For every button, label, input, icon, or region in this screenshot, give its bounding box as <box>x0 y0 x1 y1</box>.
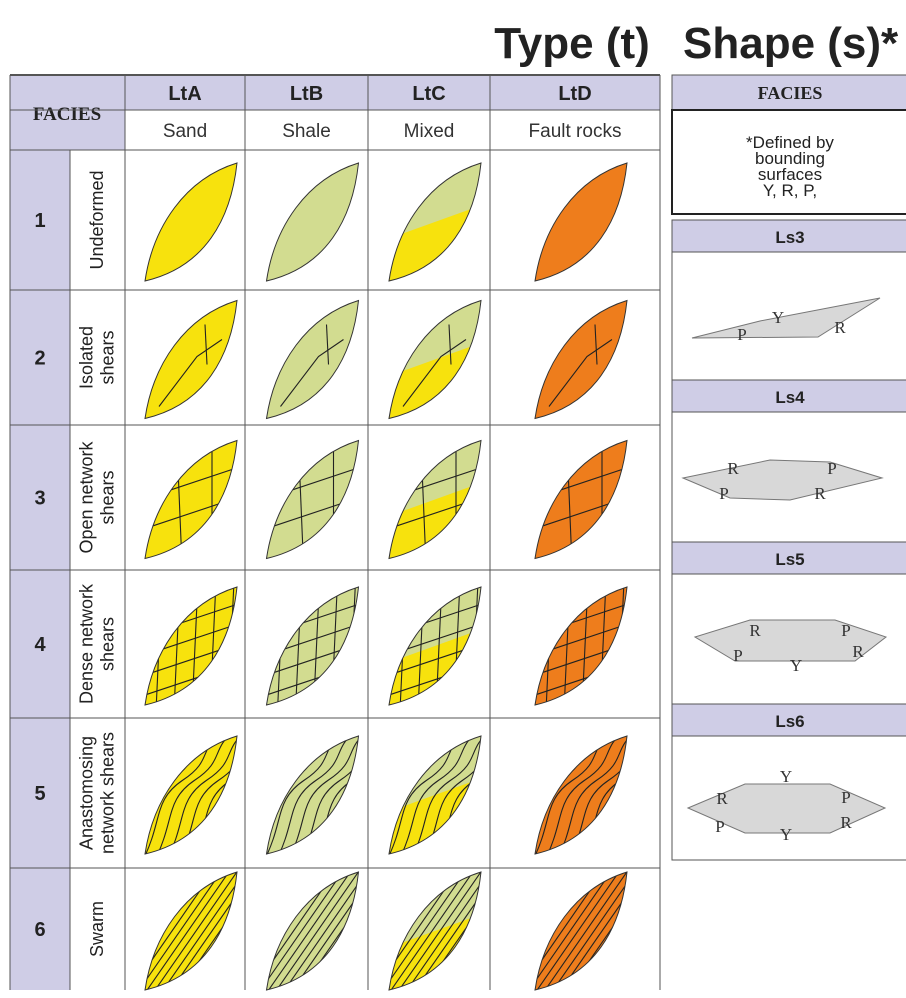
shape-code: Ls4 <box>775 388 805 407</box>
column-lithology: Mixed <box>404 121 455 142</box>
surface-label: Y <box>790 656 802 675</box>
surface-label: P <box>733 646 742 665</box>
facies-leaf <box>127 435 247 565</box>
surface-label: P <box>737 325 746 344</box>
column-code: LtB <box>290 83 323 105</box>
row-number: 2 <box>34 348 45 370</box>
shape-code: Ls6 <box>775 712 804 731</box>
column-lithology: Sand <box>163 121 207 142</box>
shape-title: Shape (s)* <box>683 19 899 68</box>
surface-label: R <box>814 484 826 503</box>
row-label: Anastomosing <box>77 736 97 850</box>
shape-code: Ls5 <box>775 550 804 569</box>
surface-label: P <box>841 788 850 807</box>
leaf-fill <box>535 163 627 281</box>
surface-label: R <box>727 459 739 478</box>
facies-leaf <box>517 435 637 565</box>
facies-leaf <box>267 301 359 419</box>
facies-leaf <box>107 730 295 860</box>
facies-leaf <box>535 163 627 281</box>
column-lithology: Shale <box>282 121 331 142</box>
surface-label: P <box>719 484 728 503</box>
row-number: 4 <box>34 634 46 656</box>
row-label: shears <box>98 470 118 524</box>
facies-leaf <box>145 301 237 419</box>
column-code: LtA <box>168 83 201 105</box>
facies-leaf <box>517 581 637 721</box>
facies-leaf <box>229 730 417 860</box>
column-code: LtC <box>412 83 445 105</box>
row-label: Dense network <box>77 583 97 704</box>
surface-label: R <box>834 318 846 337</box>
facies-leaf <box>267 163 359 281</box>
row-label: shears <box>98 617 118 671</box>
facies-leaf <box>249 581 369 721</box>
surface-label: P <box>827 459 836 478</box>
row-label: network shears <box>98 732 118 854</box>
shear-line <box>541 866 631 996</box>
row-label: Swarm <box>87 901 107 957</box>
facies-leaf <box>127 581 247 721</box>
facies-leaf <box>497 730 685 860</box>
shear-line <box>249 681 369 721</box>
row-label: shears <box>98 330 118 384</box>
surface-label: Y <box>772 308 784 327</box>
facies-leaf <box>535 301 627 419</box>
row-label: Isolated <box>77 326 97 389</box>
row-number: 1 <box>34 210 45 232</box>
surface-label: P <box>715 817 724 836</box>
leaf-fill <box>267 301 359 419</box>
surface-label: P <box>841 621 850 640</box>
facies-leaf <box>331 866 557 996</box>
surface-label: Y <box>780 767 792 786</box>
leaf-fill <box>267 163 359 281</box>
surface-label: Y <box>780 825 792 844</box>
shape-header: FACIES <box>758 83 823 103</box>
leaf-fill <box>535 441 627 559</box>
shear-line <box>273 866 363 996</box>
facies-leaf <box>477 866 703 996</box>
row-label: Undeformed <box>87 170 107 269</box>
leaf-fill <box>145 163 237 281</box>
row-label: Open network <box>77 440 97 553</box>
leaf-fill <box>535 587 627 705</box>
leaf-fill <box>267 587 359 705</box>
surface-label: R <box>840 813 852 832</box>
shear-line <box>151 866 241 996</box>
shear-line <box>371 681 491 721</box>
facies-leaf <box>351 730 539 860</box>
shear-line <box>613 866 703 996</box>
facies-leaf <box>371 163 491 287</box>
corner-label: FACIES <box>33 104 101 125</box>
facies-leaf <box>145 163 237 281</box>
row-number: 5 <box>34 783 45 805</box>
surface-label: R <box>716 789 728 808</box>
facies-diagram: Type (t) Shape (s)* FACIES LtA Sand LtB Shal… <box>0 0 906 998</box>
shear-line <box>127 681 247 721</box>
shape-code: Ls3 <box>775 228 804 247</box>
type-title: Type (t) <box>494 19 650 68</box>
shear-line <box>517 681 637 721</box>
surface-label: R <box>749 621 761 640</box>
leaf-fill <box>145 301 237 419</box>
facies-leaf <box>371 435 491 565</box>
facies-leaf <box>371 301 491 425</box>
column-code: LtD <box>558 83 591 105</box>
leaf-fill <box>145 441 237 559</box>
row-number: 6 <box>34 919 45 941</box>
leaf-fill <box>145 587 237 705</box>
note-line: Y, R, P, <box>763 181 817 200</box>
surface-label: R <box>852 642 864 661</box>
leaf-fill <box>535 301 627 419</box>
row-number: 3 <box>34 488 45 510</box>
column-lithology: Fault rocks <box>529 121 622 142</box>
shear-line <box>395 866 485 996</box>
facies-leaf <box>249 435 369 565</box>
facies-leaf <box>371 581 491 721</box>
leaf-fill <box>267 441 359 559</box>
